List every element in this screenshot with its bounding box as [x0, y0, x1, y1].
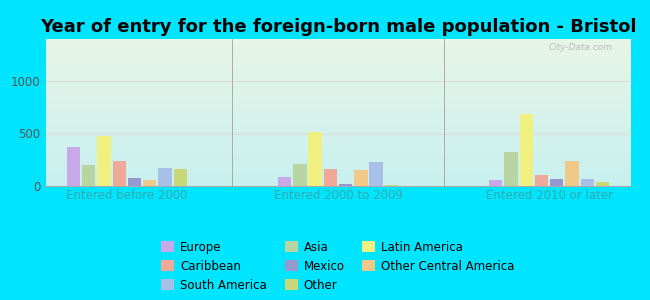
Bar	[489, 180, 502, 186]
Bar	[128, 178, 141, 186]
Bar	[112, 161, 126, 186]
Bar	[580, 179, 594, 186]
Bar	[369, 162, 383, 186]
Bar	[82, 165, 96, 186]
Bar	[354, 170, 368, 186]
Bar	[504, 152, 518, 186]
Bar	[566, 161, 578, 186]
Bar	[67, 147, 80, 186]
Bar	[596, 182, 609, 186]
Bar	[98, 136, 111, 186]
Bar	[308, 132, 322, 186]
Bar	[143, 180, 157, 186]
Bar	[550, 179, 564, 186]
Bar	[174, 169, 187, 186]
Title: Year of entry for the foreign-born male population - Bristol: Year of entry for the foreign-born male …	[40, 18, 636, 36]
Bar	[324, 169, 337, 186]
Text: City-Data.com: City-Data.com	[549, 44, 613, 52]
Bar	[339, 184, 352, 186]
Bar	[535, 175, 548, 186]
Bar	[385, 185, 398, 186]
Legend: Europe, Caribbean, South America, Asia, Mexico, Other, Latin America, Other Cent: Europe, Caribbean, South America, Asia, …	[157, 236, 519, 296]
Bar	[158, 168, 172, 186]
Bar	[278, 176, 291, 186]
Bar	[519, 113, 533, 186]
Bar	[293, 164, 307, 186]
